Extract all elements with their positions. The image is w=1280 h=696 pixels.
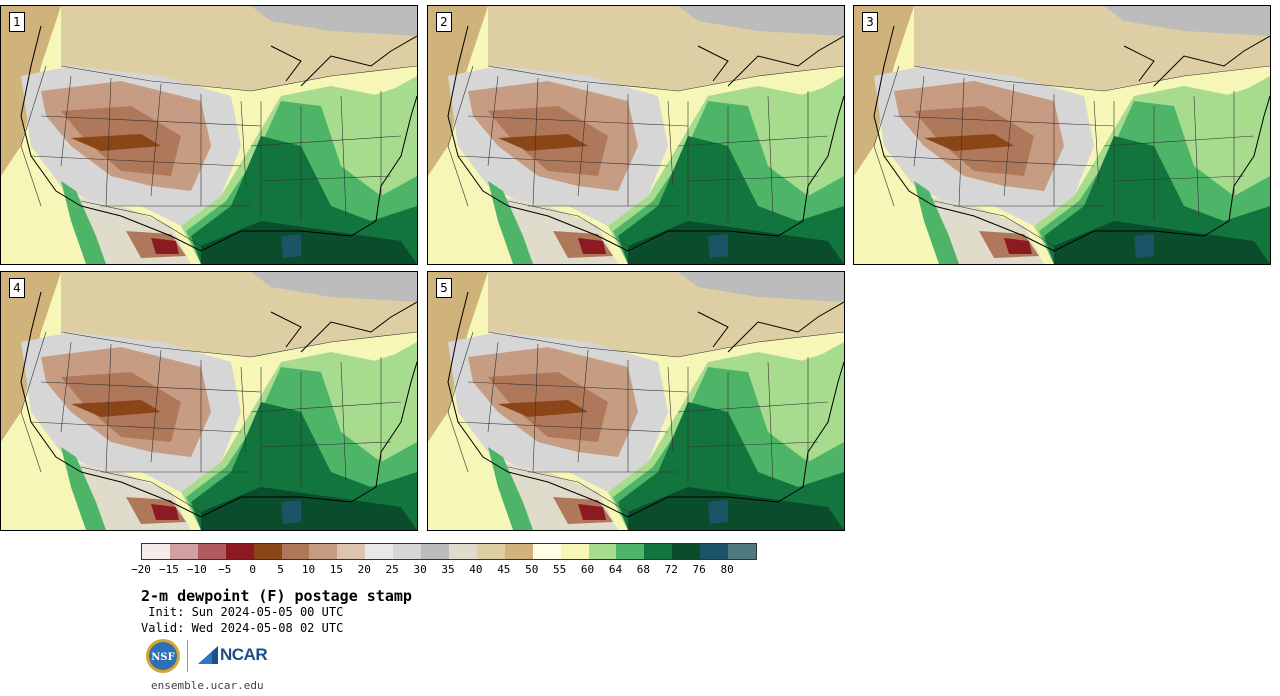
colorbar-tick-label: 64 [608, 563, 623, 576]
colorbar-tick-label: 25 [385, 563, 399, 576]
colorbar-tick-label: 55 [553, 563, 567, 576]
colorbar-tick-label: −10 [186, 563, 207, 576]
colorbar-swatch [644, 544, 673, 559]
colorbar-swatch [421, 544, 449, 559]
colorbar-swatch [142, 544, 170, 559]
colorbar-swatch [700, 544, 729, 559]
colorbar-tick-label: −5 [218, 563, 232, 576]
nsf-logo-icon: NSF [146, 639, 180, 673]
panel-1: 1 [0, 5, 418, 265]
colorbar-swatch [225, 544, 254, 559]
colorbar-tick-label: 72 [664, 563, 678, 576]
panel-3: 3 [853, 5, 1271, 265]
colorbar-swatch [476, 544, 505, 559]
colorbar-tick-label: 80 [720, 563, 734, 576]
colorbar-tick-label: 68 [636, 563, 650, 576]
colorbar-swatch [169, 544, 198, 559]
valid-time: Valid: Wed 2024-05-08 02 UTC [141, 621, 344, 635]
colorbar-swatch [337, 544, 366, 559]
logos: NSF NCAR [145, 638, 285, 676]
colorbar-tick-label: 40 [469, 563, 483, 576]
colorbar-swatch [728, 544, 756, 559]
colorbar-swatch [532, 544, 561, 559]
colorbar-swatch [197, 544, 226, 559]
ncar-logo-text: NCAR [220, 645, 268, 664]
panel-number: 4 [9, 278, 25, 298]
colorbar-swatch [365, 544, 394, 559]
colorbar-tick-label: 0 [249, 563, 256, 576]
colorbar-tick-label: 20 [357, 563, 371, 576]
colorbar-swatch [672, 544, 701, 559]
colorbar-tick-label: 30 [413, 563, 427, 576]
colorbar-tick-label: 15 [329, 563, 343, 576]
colorbar-tick-label: 5 [277, 563, 284, 576]
map-4 [1, 272, 417, 530]
colorbar-tick-label: −20 [131, 563, 151, 576]
panel-2: 2 [427, 5, 845, 265]
colorbar-tick-label: 60 [580, 563, 595, 576]
colorbar-tick-label: 50 [525, 563, 539, 576]
colorbar-swatch [448, 544, 477, 559]
logo-divider [187, 640, 188, 672]
map-5 [428, 272, 844, 530]
ncar-logo-icon [198, 646, 218, 664]
chart-title: 2-m dewpoint (F) postage stamp [141, 587, 412, 605]
colorbar-tick-label: 76 [692, 563, 706, 576]
panel-5: 5 [427, 271, 845, 531]
colorbar-tick-label: 45 [497, 563, 511, 576]
colorbar-tick-label: −15 [158, 563, 179, 576]
map-1 [1, 6, 417, 264]
panel-number: 5 [436, 278, 452, 298]
colorbar-swatch [616, 544, 645, 559]
colorbar-swatch [253, 544, 282, 559]
panel-4: 4 [0, 271, 418, 531]
colorbar-swatch [588, 544, 617, 559]
colorbar [141, 543, 757, 560]
colorbar-swatch [309, 544, 338, 559]
site-url: ensemble.ucar.edu [151, 679, 264, 692]
panel-number: 2 [436, 12, 452, 32]
colorbar-tick-labels: −20 −15 −10 −5 0 5 10 15 20 25 30 35 40 45 50 55 60 64 68 7… [131, 563, 755, 577]
map-2 [428, 6, 844, 264]
colorbar-swatch [560, 544, 589, 559]
init-time: Init: Sun 2024-05-05 00 UTC [141, 605, 344, 619]
panel-number: 3 [862, 12, 878, 32]
colorbar-tick-label: 10 [301, 563, 316, 576]
panel-number: 1 [9, 12, 25, 32]
nsf-logo-text: NSF [151, 652, 174, 663]
colorbar-swatch [504, 544, 533, 559]
colorbar-tick-label: 35 [441, 563, 455, 576]
colorbar-swatch [393, 544, 422, 559]
colorbar-swatch [281, 544, 310, 559]
map-3 [854, 6, 1270, 264]
